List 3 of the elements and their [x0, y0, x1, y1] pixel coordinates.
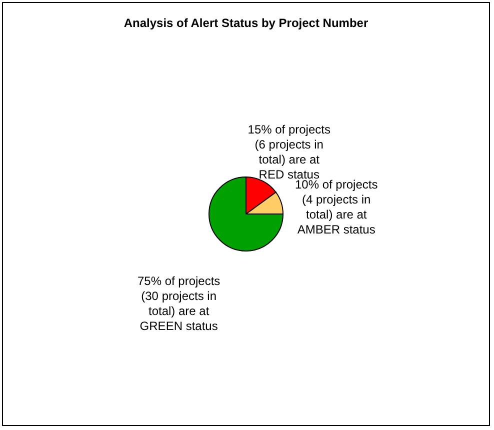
- data-label: 75% of projects (30 projects in total) are at GREEN status: [137, 274, 220, 334]
- chart-title: Analysis of Alert Status by Project Number: [124, 16, 368, 30]
- pie-slice: [208, 176, 284, 252]
